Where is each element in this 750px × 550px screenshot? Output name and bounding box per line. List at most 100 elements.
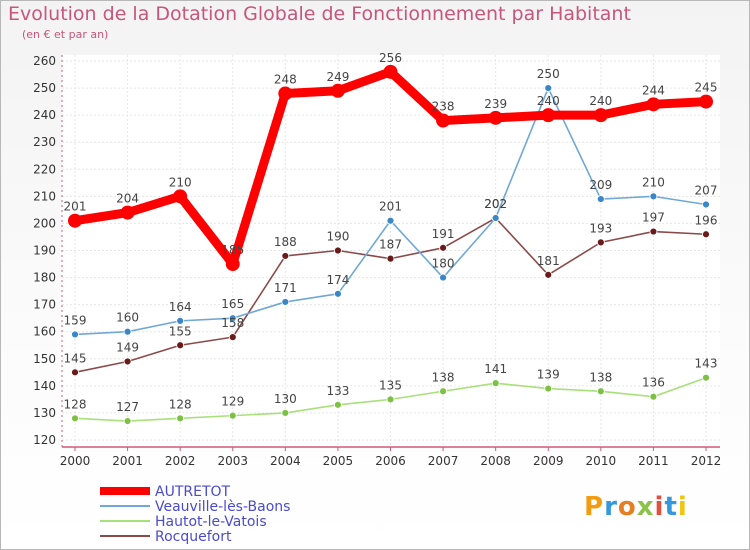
data-label: 188	[274, 235, 297, 249]
y-tick-label: 220	[33, 162, 56, 176]
data-point	[123, 327, 132, 336]
data-label: 238	[432, 100, 455, 114]
data-label: 256	[379, 51, 402, 65]
data-label: 249	[326, 70, 349, 84]
data-point	[491, 379, 500, 388]
data-point	[702, 230, 710, 239]
logo-letter: o	[617, 492, 637, 522]
x-tick-label: 2012	[691, 454, 722, 468]
data-label: 240	[589, 94, 612, 108]
data-point	[334, 400, 342, 409]
x-tick-label: 2000	[60, 454, 91, 468]
data-label: 164	[169, 300, 192, 314]
data-point	[334, 289, 342, 298]
logo-letter: x	[636, 492, 655, 522]
data-point	[176, 414, 185, 423]
data-point	[439, 243, 447, 252]
data-point	[439, 387, 447, 396]
data-label: 143	[695, 357, 718, 371]
data-point	[699, 94, 713, 109]
data-label: 239	[484, 97, 507, 111]
legend-label: AUTRETOT	[155, 484, 231, 500]
data-point	[593, 108, 608, 123]
y-tick-label: 260	[33, 54, 56, 68]
data-label: 159	[64, 313, 87, 327]
data-point	[649, 227, 658, 236]
data-label: 133	[326, 384, 349, 398]
y-tick-label: 150	[33, 352, 56, 366]
data-label: 128	[169, 397, 192, 411]
y-tick-label: 120	[33, 433, 56, 447]
data-label: 201	[64, 200, 87, 214]
data-point	[541, 108, 556, 123]
y-tick-label: 240	[33, 108, 56, 122]
data-label: 158	[221, 316, 244, 330]
data-point	[228, 314, 237, 323]
x-tick-label: 2003	[217, 454, 248, 468]
data-label: 149	[116, 340, 139, 354]
data-point	[649, 192, 658, 201]
x-tick-label: 2004	[270, 454, 301, 468]
data-point	[71, 414, 79, 423]
data-label: 201	[379, 200, 402, 214]
data-label: 204	[116, 192, 139, 206]
proxiti-logo: Proxiti	[584, 492, 688, 522]
data-point	[436, 113, 451, 128]
x-tick-label: 2011	[638, 454, 669, 468]
logo-letter: i	[654, 492, 665, 522]
data-label: 187	[379, 238, 402, 252]
data-point	[488, 110, 503, 125]
chart-subtitle: (en € et par an)	[22, 28, 109, 41]
data-label: 138	[589, 370, 612, 384]
data-point	[383, 64, 398, 79]
logo-letter: P	[584, 492, 605, 522]
data-label: 130	[274, 392, 297, 406]
data-point	[386, 216, 395, 225]
x-tick-label: 2009	[533, 454, 564, 468]
data-point	[123, 357, 132, 366]
data-label: 174	[326, 273, 349, 287]
x-tick-label: 2007	[428, 454, 459, 468]
data-point	[176, 316, 185, 325]
data-label: 185	[221, 243, 244, 257]
y-tick-label: 250	[33, 81, 56, 95]
data-label: 128	[64, 397, 87, 411]
data-label: 180	[432, 257, 455, 271]
data-point	[228, 411, 237, 420]
data-label: 190	[326, 230, 349, 244]
data-point	[544, 84, 553, 92]
data-label: 240	[537, 94, 560, 108]
data-point	[544, 270, 553, 279]
x-tick-label: 2010	[586, 454, 617, 468]
data-label: 139	[537, 368, 560, 382]
data-point	[386, 395, 395, 404]
data-label: 145	[64, 351, 87, 365]
data-point	[71, 368, 79, 377]
data-point	[281, 298, 290, 306]
data-label: 165	[221, 297, 244, 311]
legend-label: Veauville-lès-Baons	[155, 499, 290, 515]
data-label: 160	[116, 311, 139, 325]
data-label: 210	[642, 175, 665, 189]
y-tick-label: 160	[33, 325, 56, 339]
y-tick-label: 130	[33, 406, 56, 420]
data-label: 141	[484, 362, 507, 376]
data-label: 207	[695, 183, 718, 197]
legend-label: Hautot-le-Vatois	[155, 514, 267, 530]
data-label: 197	[642, 211, 665, 225]
legend-label: Rocquefort	[155, 529, 232, 545]
data-label: 171	[274, 281, 297, 295]
x-tick-label: 2008	[480, 454, 511, 468]
data-label: 181	[537, 254, 560, 268]
data-label: 155	[169, 324, 192, 338]
data-point	[225, 257, 240, 272]
data-point	[330, 83, 345, 98]
data-point	[71, 330, 79, 339]
x-tick-label: 2001	[112, 454, 143, 468]
logo-letter: t	[664, 492, 678, 522]
data-point	[596, 238, 605, 247]
data-point	[544, 384, 553, 393]
y-tick-label: 140	[33, 379, 56, 393]
data-label: 196	[695, 213, 718, 227]
